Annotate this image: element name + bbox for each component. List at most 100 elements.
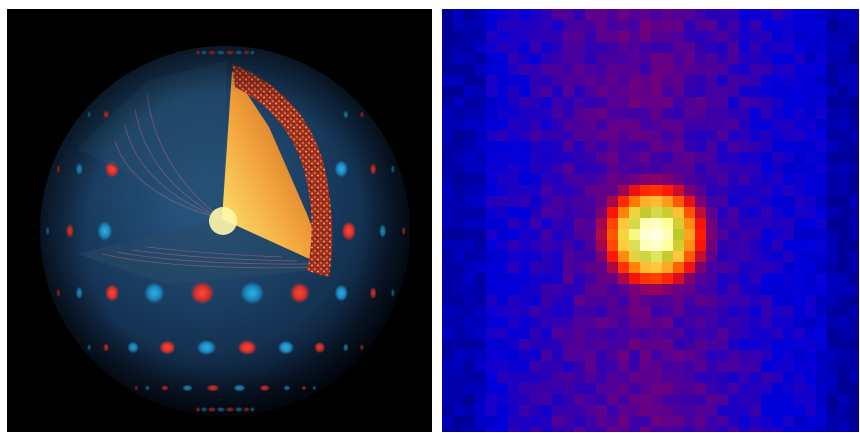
heatmap-pixel bbox=[618, 240, 629, 251]
heatmap-pixel bbox=[585, 339, 596, 350]
heatmap-pixel bbox=[816, 119, 827, 130]
heatmap-pixel bbox=[849, 163, 859, 174]
heatmap-pixel bbox=[486, 350, 497, 361]
heatmap-pixel bbox=[662, 196, 673, 207]
heatmap-pixel bbox=[607, 262, 618, 273]
heatmap-pixel bbox=[607, 185, 618, 196]
heatmap-pixel bbox=[464, 207, 475, 218]
heatmap-pixel bbox=[805, 53, 816, 64]
heatmap-pixel bbox=[684, 416, 695, 427]
heatmap-pixel bbox=[728, 207, 739, 218]
heatmap-pixel bbox=[739, 42, 750, 53]
heatmap-pixel bbox=[607, 130, 618, 141]
heatmap-pixel bbox=[497, 295, 508, 306]
heatmap-pixel bbox=[651, 9, 662, 20]
heatmap-pixel bbox=[596, 42, 607, 53]
heatmap-pixel bbox=[750, 328, 761, 339]
heatmap-pixel bbox=[563, 97, 574, 108]
heatmap-pixel bbox=[794, 416, 805, 427]
heatmap-pixel bbox=[838, 130, 849, 141]
heatmap-pixel bbox=[816, 218, 827, 229]
heatmap-pixel bbox=[464, 86, 475, 97]
heatmap-pixel bbox=[684, 372, 695, 383]
heatmap-pixel bbox=[453, 64, 464, 75]
heatmap-pixel bbox=[673, 284, 684, 295]
heatmap-pixel bbox=[717, 273, 728, 284]
heatmap-pixel bbox=[728, 163, 739, 174]
heatmap-pixel bbox=[541, 295, 552, 306]
heatmap-pixel bbox=[508, 328, 519, 339]
heatmap-pixel bbox=[772, 383, 783, 394]
heatmap-pixel bbox=[794, 218, 805, 229]
heatmap-pixel bbox=[618, 86, 629, 97]
heatmap-pixel bbox=[816, 20, 827, 31]
heatmap-pixel bbox=[783, 262, 794, 273]
heatmap-pixel bbox=[530, 130, 541, 141]
heatmap-pixel bbox=[475, 284, 486, 295]
heatmap-pixel bbox=[607, 416, 618, 427]
heatmap-pixel bbox=[662, 383, 673, 394]
heatmap-pixel bbox=[486, 416, 497, 427]
heatmap-pixel bbox=[761, 97, 772, 108]
heatmap-pixel bbox=[684, 9, 695, 20]
heatmap-pixel bbox=[486, 130, 497, 141]
heatmap-pixel bbox=[695, 152, 706, 163]
heatmap-pixel bbox=[838, 185, 849, 196]
heatmap-pixel bbox=[596, 229, 607, 240]
heatmap-pixel bbox=[486, 207, 497, 218]
heatmap-pixel bbox=[816, 251, 827, 262]
heatmap-pixel bbox=[816, 53, 827, 64]
heatmap-pixel bbox=[618, 130, 629, 141]
heatmap-pixel bbox=[442, 328, 453, 339]
heatmap-pixel bbox=[717, 405, 728, 416]
heatmap-pixel bbox=[717, 339, 728, 350]
heatmap-pixel bbox=[497, 97, 508, 108]
heatmap-pixel bbox=[552, 185, 563, 196]
heatmap-pixel bbox=[475, 97, 486, 108]
heatmap-pixel bbox=[739, 152, 750, 163]
heatmap-pixel bbox=[761, 141, 772, 152]
heatmap-pixel bbox=[618, 64, 629, 75]
heatmap-pixel bbox=[662, 262, 673, 273]
heatmap-pixel bbox=[486, 383, 497, 394]
heatmap-pixel bbox=[816, 42, 827, 53]
heatmap-pixel bbox=[783, 350, 794, 361]
heatmap-pixel bbox=[442, 240, 453, 251]
heatmap-pixel bbox=[486, 42, 497, 53]
heatmap-pixel bbox=[453, 108, 464, 119]
heatmap-pixel bbox=[783, 141, 794, 152]
heatmap-pixel bbox=[453, 361, 464, 372]
heatmap-pixel bbox=[574, 328, 585, 339]
heatmap-pixel bbox=[739, 350, 750, 361]
heatmap-pixel bbox=[519, 383, 530, 394]
heatmap-pixel bbox=[651, 97, 662, 108]
heatmap-pixel bbox=[519, 240, 530, 251]
heatmap-pixel bbox=[849, 295, 859, 306]
heatmap-pixel bbox=[497, 273, 508, 284]
heatmap-pixel bbox=[453, 372, 464, 383]
heatmap-pixel bbox=[750, 427, 761, 432]
heatmap-pixel bbox=[717, 141, 728, 152]
heatmap-pixel bbox=[827, 108, 838, 119]
heatmap-pixel bbox=[640, 427, 651, 432]
heatmap-pixel bbox=[464, 328, 475, 339]
heatmap-pixel bbox=[530, 185, 541, 196]
heatmap-pixel bbox=[464, 339, 475, 350]
heatmap-pixel bbox=[849, 339, 859, 350]
heatmap-pixel bbox=[508, 339, 519, 350]
heatmap-pixel bbox=[717, 163, 728, 174]
heatmap-pixel bbox=[662, 317, 673, 328]
heatmap-pixel bbox=[761, 273, 772, 284]
heatmap-pixel bbox=[530, 328, 541, 339]
heatmap-pixel bbox=[530, 64, 541, 75]
heatmap-pixel bbox=[739, 240, 750, 251]
heatmap-pixel bbox=[475, 427, 486, 432]
heatmap-pixel bbox=[486, 31, 497, 42]
heatmap-pixel bbox=[816, 9, 827, 20]
heatmap-pixel bbox=[794, 86, 805, 97]
heatmap-pixel bbox=[816, 163, 827, 174]
heatmap-pixel bbox=[574, 141, 585, 152]
heatmap-pixel bbox=[805, 163, 816, 174]
heatmap-pixel bbox=[475, 350, 486, 361]
heatmap-pixel bbox=[706, 108, 717, 119]
